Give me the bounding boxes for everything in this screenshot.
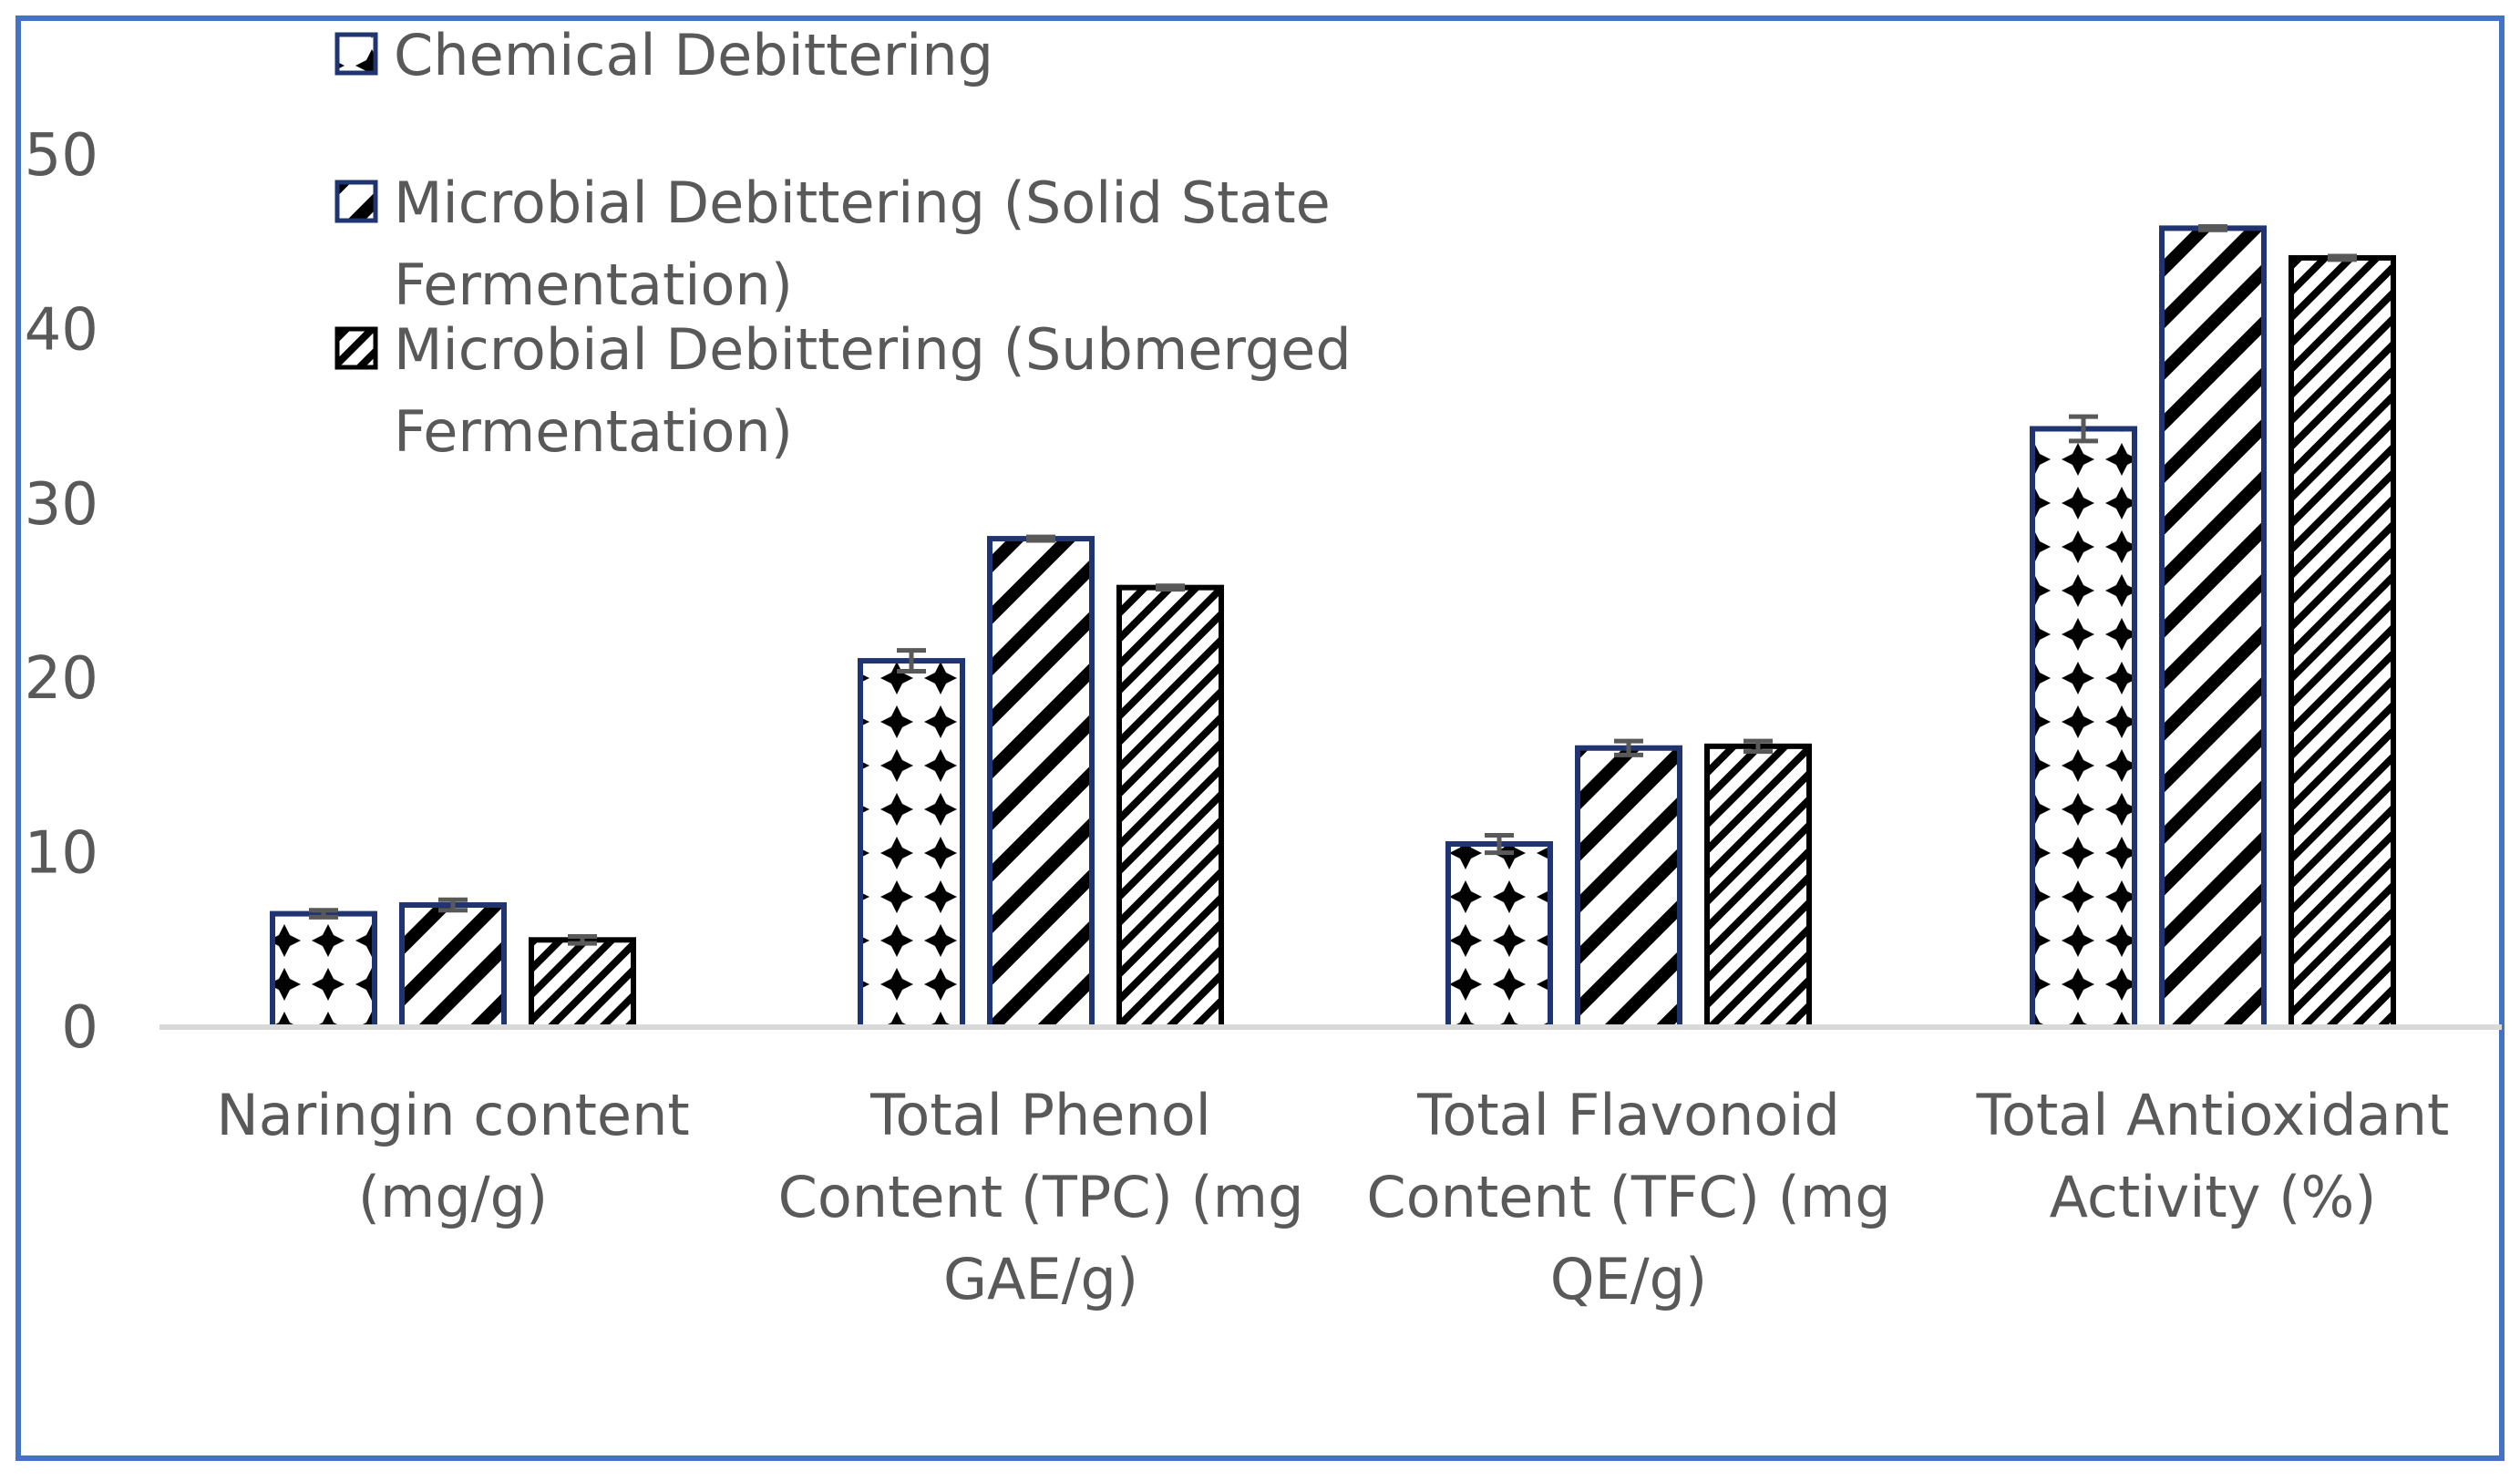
y-tick-label: 30: [25, 471, 98, 539]
y-tick-label: 50: [25, 122, 98, 190]
legend-label-line: Chemical Debittering: [394, 22, 993, 88]
legend-entry-label: Chemical Debittering: [394, 22, 993, 88]
legend-entry-label: Microbial Debittering (Solid State Fermen…: [394, 170, 1331, 318]
category-label: Total Phenol Content (TPC) (mg GAE/g): [778, 1082, 1304, 1312]
bar-series2-cat2: [987, 536, 1095, 1030]
bar-series2-cat4: [2159, 225, 2267, 1030]
bar-series-group: [270, 225, 2396, 1031]
y-axis-ticks: 0 10 20 30 40 50: [25, 122, 98, 1062]
category-label-line: (mg/g): [358, 1164, 548, 1230]
bar-series2-cat3: [1575, 745, 1682, 1030]
bar-series1-cat4: [2030, 426, 2137, 1030]
category-labels: Naringin content (mg/g) Total Phenol Conten…: [216, 1082, 2449, 1312]
category-label: Total Flavonoid Content (TFC) (mg QE/g): [1366, 1082, 1890, 1312]
category-label: Total Antioxidant Activity (%): [1976, 1082, 2450, 1230]
category-label-line: Naringin content: [216, 1082, 689, 1148]
category-label-line: Total Flavonoid: [1416, 1082, 1840, 1148]
category-label-line: QE/g): [1550, 1246, 1707, 1312]
bar-series1-cat1: [270, 910, 377, 1031]
bar-series2-cat1: [399, 902, 507, 1031]
category-label-line: Activity (%): [2050, 1164, 2377, 1230]
legend: Chemical Debittering Microbial Debitterin…: [334, 22, 1352, 465]
y-tick-label: 0: [61, 994, 98, 1062]
bar-series3-cat2: [1116, 584, 1224, 1030]
category-label-line: Total Antioxidant: [1976, 1082, 2450, 1148]
error-bar-group: [309, 223, 2357, 946]
category-label-line: Total Phenol: [869, 1082, 1211, 1148]
legend-swatch: [334, 326, 378, 370]
legend-entry-label: Microbial Debittering (Submerged Fermenta…: [394, 316, 1352, 465]
bar-series3-cat1: [529, 937, 636, 1031]
bar-series3-cat3: [1704, 743, 1812, 1030]
legend-swatch: [334, 32, 378, 76]
legend-swatch: [334, 180, 378, 223]
y-tick-label: 10: [25, 820, 98, 888]
bar-series1-cat2: [858, 658, 965, 1030]
legend-label-line: Microbial Debittering (Solid State: [394, 170, 1331, 236]
legend-label-line: Fermentation): [394, 252, 793, 318]
y-tick-label: 20: [25, 645, 98, 713]
legend-label-line: Fermentation): [394, 398, 793, 465]
bar-series1-cat3: [1445, 841, 1553, 1031]
category-label-line: GAE/g): [943, 1246, 1138, 1312]
y-tick-label: 40: [25, 296, 98, 364]
category-label-line: Content (TFC) (mg: [1366, 1164, 1890, 1230]
bar-series3-cat4: [2289, 254, 2396, 1030]
legend-label-line: Microbial Debittering (Submerged: [394, 316, 1352, 383]
category-label: Naringin content (mg/g): [216, 1082, 689, 1230]
category-label-line: Content (TPC) (mg: [778, 1164, 1304, 1230]
